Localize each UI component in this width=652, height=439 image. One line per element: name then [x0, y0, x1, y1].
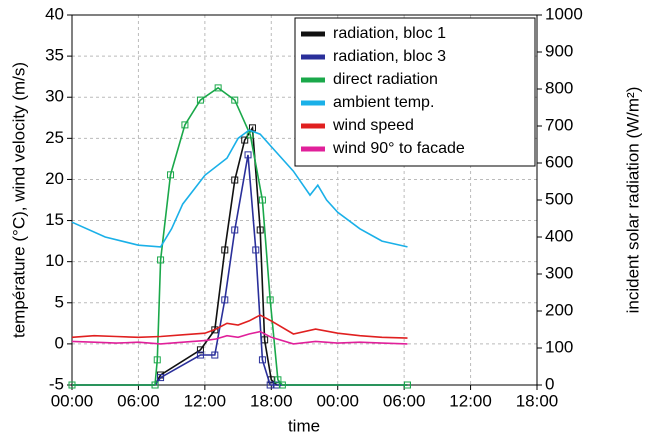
- x-tick-label: 00:00: [51, 391, 94, 410]
- x-tick-label: 00:00: [316, 391, 359, 410]
- x-axis-label: time: [288, 416, 320, 435]
- y2-tick-label: 200: [545, 300, 573, 319]
- y2-tick-label: 600: [545, 152, 573, 171]
- y-tick-label: 10: [45, 251, 64, 270]
- marker: [266, 381, 274, 389]
- legend-label: direct radiation: [333, 71, 438, 88]
- marker: [167, 171, 175, 179]
- marker: [231, 176, 239, 184]
- marker: [214, 84, 222, 92]
- marker: [278, 381, 286, 389]
- marker: [221, 246, 229, 254]
- y2-tick-label: 700: [545, 115, 573, 134]
- legend: radiation, bloc 1 radiation, bloc 3 direct…: [294, 17, 536, 167]
- x-tick-label: 18:00: [250, 391, 293, 410]
- marker: [68, 381, 76, 389]
- marker: [231, 226, 239, 234]
- y-tick-label: 30: [45, 87, 64, 106]
- legend-label: radiation, bloc 3: [333, 48, 446, 65]
- marker: [196, 346, 204, 354]
- y2-tick-label: 800: [545, 78, 573, 97]
- x-tick-label: 12:00: [184, 391, 227, 410]
- y2-tick-label: 0: [545, 374, 554, 393]
- y-axis-label: température (°C), wind velocity (m/s): [9, 62, 28, 338]
- marker: [221, 296, 229, 304]
- y2-tick-label: 300: [545, 263, 573, 282]
- marker: [153, 356, 161, 364]
- legend-label: wind 90° to facade: [332, 140, 465, 157]
- marker: [196, 96, 204, 104]
- y2-axis-label: incident solar radiation (W/m²): [623, 87, 642, 314]
- y2-tick-label: 400: [545, 226, 573, 245]
- y-tick-label: 35: [45, 46, 64, 65]
- marker: [151, 381, 159, 389]
- marker: [196, 351, 204, 359]
- legend-label: radiation, bloc 1: [333, 25, 446, 42]
- marker: [252, 246, 260, 254]
- marker: [258, 196, 266, 204]
- marker: [246, 131, 254, 139]
- x-tick-label: 06:00: [117, 391, 160, 410]
- y-tick-label: 20: [45, 169, 64, 188]
- marker: [256, 226, 264, 234]
- marker: [403, 381, 411, 389]
- marker: [274, 376, 282, 384]
- marker: [211, 351, 219, 359]
- legend-label: ambient temp.: [333, 94, 434, 111]
- marker: [241, 136, 249, 144]
- y2-tick-label: 100: [545, 337, 573, 356]
- marker: [157, 374, 165, 382]
- marker: [157, 256, 165, 264]
- y-tick-label: 40: [45, 4, 64, 23]
- marker: [266, 296, 274, 304]
- y2-tick-label: 1000: [545, 4, 583, 23]
- series-line: [72, 154, 408, 386]
- y-tick-label: 15: [45, 210, 64, 229]
- series-line: [71, 314, 408, 339]
- marker: [258, 356, 266, 364]
- y-tick-label: 0: [55, 333, 64, 352]
- x-tick-label: 18:00: [516, 391, 559, 410]
- y-tick-label: -5: [49, 374, 64, 393]
- legend-label: wind speed: [332, 117, 414, 134]
- x-tick-label: 12:00: [449, 391, 492, 410]
- series-line: [72, 86, 408, 386]
- legend-box: [294, 17, 536, 167]
- y-tick-label: 5: [55, 292, 64, 311]
- y2-tick-label: 900: [545, 41, 573, 60]
- marker: [181, 121, 189, 129]
- series-line: [71, 330, 408, 345]
- series-line: [72, 125, 408, 386]
- series-line: [71, 129, 408, 248]
- marker: [231, 96, 239, 104]
- x-tick-label: 06:00: [383, 391, 426, 410]
- y2-tick-label: 500: [545, 189, 573, 208]
- marker: [244, 151, 252, 159]
- y-tick-label: 25: [45, 128, 64, 147]
